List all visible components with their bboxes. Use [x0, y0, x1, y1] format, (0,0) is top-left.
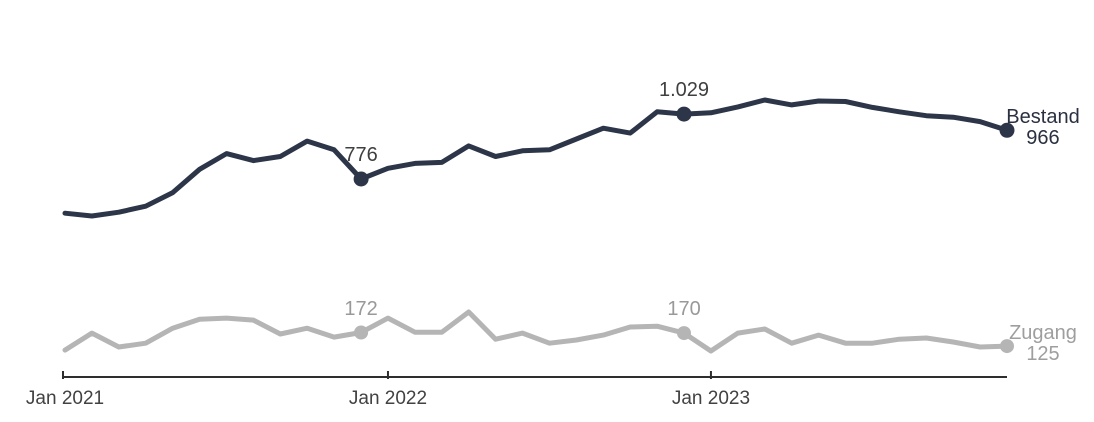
zugang-marker-value-label: 170	[667, 298, 701, 321]
zugang-end-label-value: 125	[1026, 343, 1060, 366]
bestand-marker-value-label: 776	[344, 144, 378, 167]
x-axis-tick-label: Jan 2022	[348, 388, 428, 409]
zugang-end-dot	[1000, 339, 1014, 354]
zugang-end-label-name: Zugang	[1009, 322, 1077, 345]
zugang-line	[62, 309, 1010, 354]
bestand-line	[62, 97, 1010, 219]
x-axis-tick-label: Jan 2023	[671, 388, 751, 409]
zugang-end-label: Zugang 125	[1009, 323, 1077, 365]
zugang-marker-value-label: 172	[344, 297, 378, 320]
bestand-end-label-name: Bestand	[1006, 106, 1080, 129]
bestand-end-label: Bestand 966	[1006, 107, 1079, 149]
bestand-marker-dot	[676, 106, 692, 122]
bestand-end-label-value: 966	[1026, 127, 1060, 150]
bestand-end-dot	[999, 122, 1015, 138]
bestand-marker-dot	[353, 171, 369, 187]
zugang-marker-dot	[677, 326, 691, 341]
x-axis-tick-label: Jan 2021	[25, 388, 105, 409]
zugang-marker-dot	[354, 325, 369, 340]
bestand-marker-value-label: 1.029	[658, 79, 710, 102]
